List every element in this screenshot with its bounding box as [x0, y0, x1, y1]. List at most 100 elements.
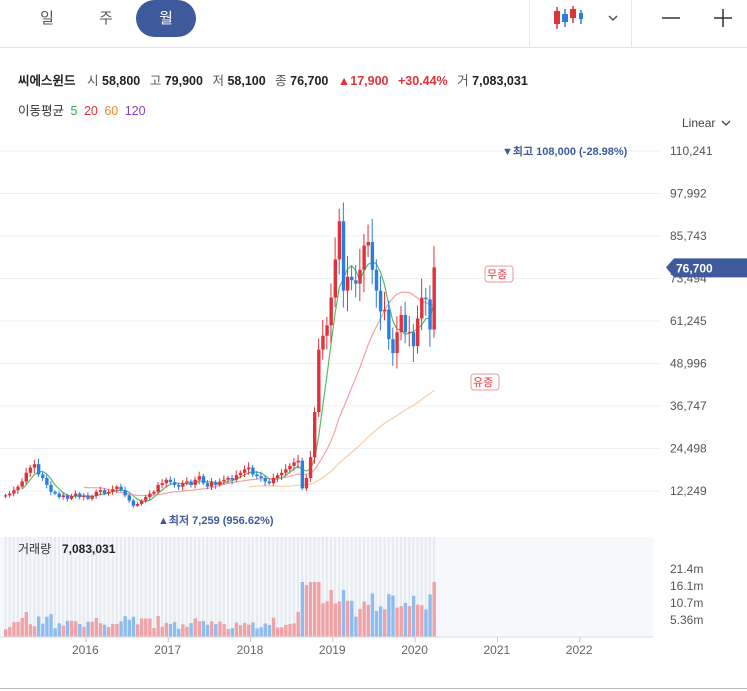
volume-bar	[20, 618, 24, 637]
ma-label: 이동평균	[18, 104, 65, 118]
candle-body	[366, 242, 370, 246]
volume-bar	[127, 619, 131, 637]
max-price-annotation: ▼최고 108,000 (-28.98%)	[502, 144, 628, 158]
candle-body	[156, 484, 160, 492]
stock-name: 씨에스윈드	[18, 74, 76, 88]
chart-gridlines	[0, 150, 660, 492]
candle-body	[428, 299, 432, 330]
change-value: ▲17,900	[337, 74, 389, 88]
zoom-out-button[interactable]	[656, 0, 686, 36]
candle-body	[123, 490, 127, 496]
ma-60: 60	[104, 104, 119, 118]
volume-tick-label: 5.36m	[670, 613, 703, 627]
volume-bar	[341, 590, 346, 637]
toolbar-divider	[631, 0, 632, 48]
volume-bar	[53, 628, 57, 637]
tab-week[interactable]: 주	[99, 10, 113, 27]
volume-bar	[234, 622, 239, 637]
moving-average-legend[interactable]: 이동평균 5 20 60 120	[18, 100, 146, 119]
candle-body	[292, 462, 296, 466]
candle-body	[20, 481, 24, 487]
candle-body	[74, 493, 78, 497]
candle-body	[358, 269, 362, 284]
candle-body	[296, 460, 300, 463]
candle-body	[78, 493, 82, 498]
candle-body	[24, 472, 28, 482]
volume-bar	[82, 626, 86, 637]
min-price-annotation: ▲최저 7,259 (956.62%)	[158, 513, 274, 527]
chart-type-selector[interactable]	[545, 0, 623, 36]
candle-body	[247, 467, 251, 470]
candle-body	[284, 469, 288, 473]
volume-bar	[366, 604, 370, 637]
price-chart[interactable]: 110,24197,99285,74373,49461,24548,99636,…	[0, 130, 747, 670]
candle-body	[57, 493, 61, 498]
event-rights-issue: 유증	[473, 376, 493, 389]
y-tick-label: 36,747	[670, 399, 707, 413]
volume-bar	[61, 625, 66, 637]
candle-body	[205, 483, 210, 487]
candle-body	[300, 460, 305, 489]
volume-bar	[98, 623, 103, 637]
candle-body	[329, 297, 333, 326]
tab-day[interactable]: 일	[40, 10, 54, 27]
zoom-in-button[interactable]	[708, 0, 738, 36]
volume-bar	[115, 624, 119, 637]
candle-body	[218, 481, 222, 485]
candle-body	[139, 500, 144, 505]
ma-60-line	[248, 389, 435, 488]
high-value: 79,900	[164, 74, 203, 88]
volume-bar	[111, 624, 115, 637]
volume-bar	[362, 601, 366, 637]
volume-bar	[4, 629, 8, 637]
volume-bar	[304, 585, 309, 637]
scale-selector[interactable]: Linear	[682, 116, 731, 130]
volume-bar	[69, 620, 74, 637]
candle-body	[226, 477, 230, 480]
volume-bar	[193, 618, 197, 637]
volume-bar	[156, 616, 160, 637]
candle-body	[271, 477, 276, 484]
toolbar-divider	[529, 0, 530, 48]
ma-20-line	[83, 291, 435, 497]
candle-body	[49, 484, 53, 492]
volume-bar	[391, 595, 395, 637]
candle-body	[168, 479, 173, 483]
candle-body	[45, 477, 49, 485]
y-tick-label: 24,498	[670, 442, 707, 456]
candle-body	[69, 496, 74, 499]
volume-bar	[123, 616, 127, 637]
close-value: 76,700	[290, 74, 329, 88]
candle-body	[280, 472, 284, 476]
candle-body	[325, 325, 329, 336]
volume-bar	[403, 602, 408, 637]
volume-bar	[416, 604, 420, 637]
volume-bar	[107, 627, 111, 637]
volume-bar	[12, 622, 16, 637]
volume-bar	[119, 621, 123, 637]
tab-month[interactable]: 월	[136, 0, 196, 37]
candle-body	[370, 242, 375, 270]
volume-bar	[424, 609, 428, 637]
candle-body	[416, 318, 420, 347]
candle-body	[152, 491, 156, 494]
y-tick-label: 61,245	[670, 314, 707, 328]
ma-5-line	[21, 261, 435, 503]
volume-bar	[135, 624, 140, 637]
minus-icon	[662, 17, 680, 19]
volume-bar	[350, 600, 354, 637]
current-price-tag: 76,700	[666, 258, 747, 278]
low-value: 58,100	[227, 74, 266, 88]
x-tick-label: 2019	[319, 643, 346, 657]
candle-body	[189, 481, 193, 485]
candle-body	[201, 476, 206, 484]
open-label: 시	[87, 74, 99, 88]
candle-body	[259, 476, 263, 478]
candle-body	[378, 290, 383, 312]
candle-body	[308, 457, 313, 478]
candle-body	[4, 495, 8, 497]
candle-body	[387, 309, 391, 340]
candle-body	[317, 349, 321, 413]
volume-bar	[205, 624, 210, 637]
toolbar: 일 주 월	[0, 0, 747, 48]
